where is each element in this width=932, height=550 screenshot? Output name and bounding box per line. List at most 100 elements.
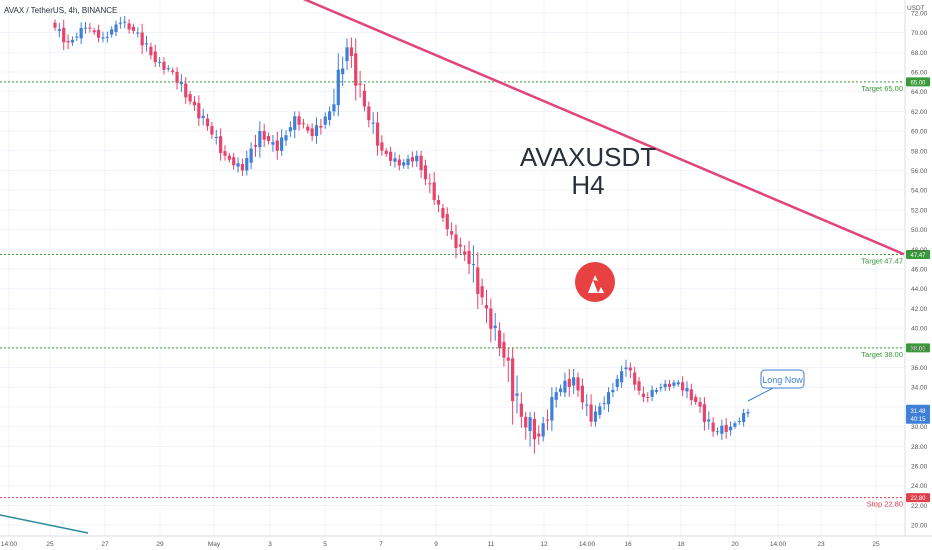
candle-body[interactable] xyxy=(707,419,711,422)
candle-body[interactable] xyxy=(458,244,462,247)
symbol-legend[interactable]: AVAX / TetherUS, 4h, BINANCE xyxy=(4,6,117,15)
candle-body[interactable] xyxy=(397,159,401,166)
candle-body[interactable] xyxy=(140,32,144,46)
candle-body[interactable] xyxy=(519,403,523,417)
candle-body[interactable] xyxy=(450,231,454,235)
candle-body[interactable] xyxy=(96,29,101,38)
candle-body[interactable] xyxy=(441,208,445,218)
candle-body[interactable] xyxy=(676,382,680,385)
candle-body[interactable] xyxy=(410,157,414,162)
candle-body[interactable] xyxy=(694,397,698,402)
candle-body[interactable] xyxy=(266,135,271,141)
candle-body[interactable] xyxy=(550,396,554,421)
candle-body[interactable] xyxy=(611,389,615,393)
candle-body[interactable] xyxy=(615,378,619,387)
candle-body[interactable] xyxy=(380,142,384,151)
candle-body[interactable] xyxy=(576,377,580,391)
candle-body[interactable] xyxy=(245,157,249,171)
candle-body[interactable] xyxy=(541,423,545,437)
candle-body[interactable] xyxy=(489,308,493,329)
candle-body[interactable] xyxy=(310,128,314,136)
candle-body[interactable] xyxy=(484,305,489,309)
candle-body[interactable] xyxy=(633,372,637,385)
candle-body[interactable] xyxy=(702,404,707,422)
candle-body[interactable] xyxy=(158,61,162,63)
candle-body[interactable] xyxy=(354,53,358,86)
candle-body[interactable] xyxy=(197,103,201,119)
candle-body[interactable] xyxy=(728,426,733,431)
candle-body[interactable] xyxy=(463,251,467,255)
candle-body[interactable] xyxy=(415,155,419,162)
candle-body[interactable] xyxy=(306,126,310,131)
candle-body[interactable] xyxy=(624,367,628,370)
candle-body[interactable] xyxy=(327,111,332,120)
candlesticks[interactable] xyxy=(53,15,750,454)
candle-body[interactable] xyxy=(715,431,720,433)
candle-body[interactable] xyxy=(371,122,375,124)
candle-body[interactable] xyxy=(720,425,724,434)
candle-body[interactable] xyxy=(275,140,279,151)
candle-body[interactable] xyxy=(127,23,131,30)
candle-body[interactable] xyxy=(53,22,57,28)
candle-body[interactable] xyxy=(545,419,550,421)
candle-body[interactable] xyxy=(606,392,611,405)
candle-body[interactable] xyxy=(201,115,205,119)
long-now-callout[interactable]: Long Now xyxy=(747,369,805,402)
candle-body[interactable] xyxy=(101,37,105,39)
candle-body[interactable] xyxy=(493,325,497,329)
candle-body[interactable] xyxy=(406,158,410,165)
candle-body[interactable] xyxy=(698,402,702,407)
candle-body[interactable] xyxy=(175,71,179,83)
candle-body[interactable] xyxy=(223,151,227,156)
time-axis[interactable]: 14:00 25 27 29 May 3 5 7 9 11 12 14:00 16 18 20 14:00 23… xyxy=(0,535,932,548)
candle-body[interactable] xyxy=(423,165,428,180)
candle-body[interactable] xyxy=(419,155,423,171)
candle-body[interactable] xyxy=(685,388,689,392)
candle-body[interactable] xyxy=(585,404,589,406)
candle-body[interactable] xyxy=(672,382,676,386)
candle-body[interactable] xyxy=(262,131,266,140)
candle-body[interactable] xyxy=(232,157,236,166)
candle-body[interactable] xyxy=(580,385,584,403)
candle-body[interactable] xyxy=(511,358,515,402)
candle-body[interactable] xyxy=(236,163,240,167)
candle-body[interactable] xyxy=(746,412,750,414)
candle-body[interactable] xyxy=(192,101,197,106)
candle-body[interactable] xyxy=(70,39,75,43)
candle-body[interactable] xyxy=(654,389,659,392)
candle-body[interactable] xyxy=(572,377,576,386)
candle-body[interactable] xyxy=(280,137,284,151)
candle-body[interactable] xyxy=(341,68,345,75)
candle-body[interactable] xyxy=(436,200,441,205)
candle-body[interactable] xyxy=(336,69,340,106)
candle-body[interactable] xyxy=(724,425,728,432)
candle-body[interactable] xyxy=(227,155,231,160)
candle-body[interactable] xyxy=(393,158,397,162)
candle-body[interactable] xyxy=(88,27,92,29)
candle-body[interactable] xyxy=(537,433,541,437)
candle-body[interactable] xyxy=(641,393,645,398)
candle-body[interactable] xyxy=(110,29,114,35)
candle-body[interactable] xyxy=(136,32,140,34)
candle-body[interactable] xyxy=(284,135,288,141)
candle-body[interactable] xyxy=(271,142,275,145)
candle-body[interactable] xyxy=(467,250,471,265)
candle-body[interactable] xyxy=(742,413,746,423)
candle-body[interactable] xyxy=(92,30,96,33)
candle-body[interactable] xyxy=(153,51,157,63)
candle-body[interactable] xyxy=(149,46,153,56)
candle-body[interactable] xyxy=(249,148,253,163)
candle-body[interactable] xyxy=(659,387,663,389)
candle-body[interactable] xyxy=(502,341,506,358)
candle-body[interactable] xyxy=(628,367,632,371)
price-axis[interactable]: 72.00 70.00 68.00 66.00 64.00 62.00 60.00 58.00… xyxy=(904,0,930,536)
candle-body[interactable] xyxy=(602,403,606,405)
candle-body[interactable] xyxy=(471,263,476,265)
candle-body[interactable] xyxy=(314,125,319,136)
candle-body[interactable] xyxy=(83,27,88,29)
candle-body[interactable] xyxy=(637,381,641,391)
candle-body[interactable] xyxy=(214,137,218,139)
candle-body[interactable] xyxy=(345,47,349,62)
candle-body[interactable] xyxy=(480,286,484,298)
